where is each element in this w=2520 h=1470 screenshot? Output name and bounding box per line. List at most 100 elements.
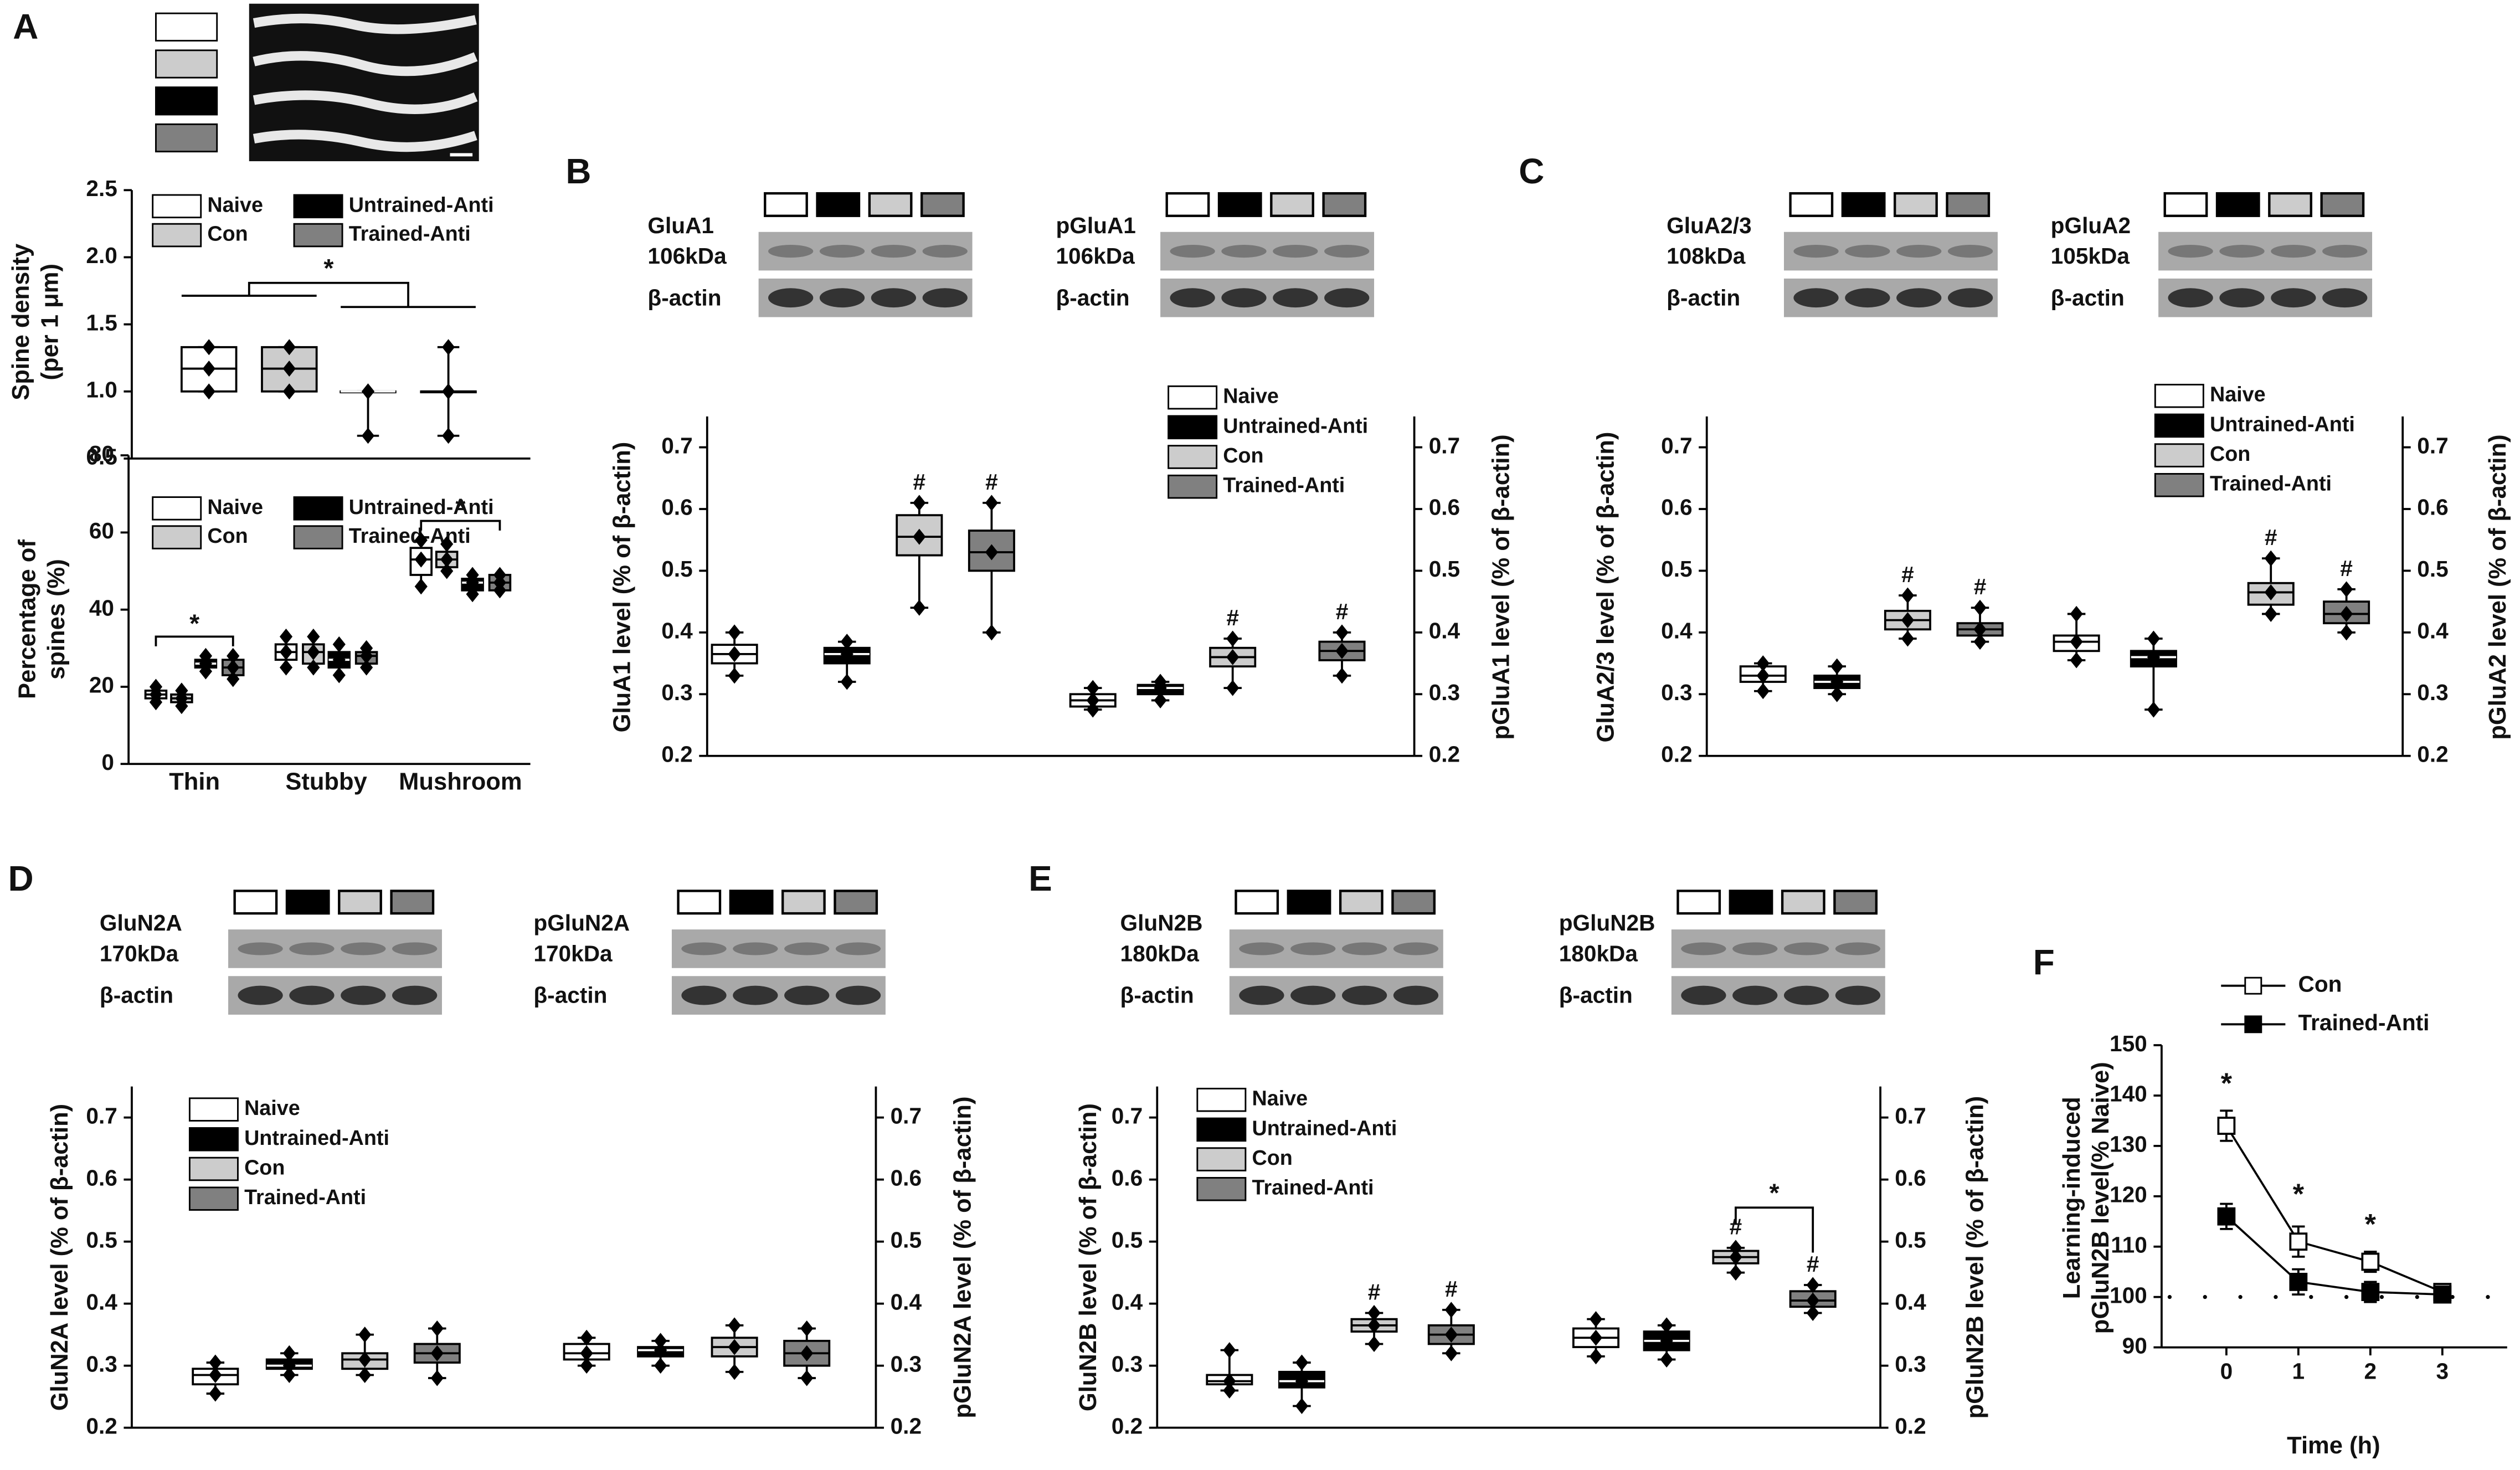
point <box>199 647 213 664</box>
point <box>1973 634 1987 650</box>
point <box>1226 680 1240 696</box>
significance: # <box>1445 1276 1458 1302</box>
blot-label: GluA1 <box>647 213 714 238</box>
blot-label: pGluA2 <box>2051 213 2131 238</box>
legend-swatch <box>188 1097 239 1122</box>
lane-swatch <box>1217 192 1262 217</box>
tick-label: 110 <box>2111 1232 2147 1257</box>
point <box>985 495 999 511</box>
tick-label: 0.6 <box>1895 1165 1926 1190</box>
y-axis-label: GluN2B level (% of β-actin) <box>1075 1103 1102 1411</box>
band-target <box>1221 244 1267 258</box>
legend-swatch <box>188 1127 239 1152</box>
legend-label: Naive <box>2210 383 2266 406</box>
band-target <box>1170 244 1215 258</box>
band-target <box>733 942 778 955</box>
band-target <box>2322 244 2368 258</box>
y2-axis-label: pGluA1 level (% of β-actin) <box>1488 434 1515 739</box>
point <box>800 1345 814 1361</box>
lane-swatch <box>1339 890 1384 915</box>
lane-swatch <box>338 890 382 915</box>
tick-label: 0.6 <box>1429 495 1460 520</box>
blot-label: 106kDa <box>1056 243 1135 269</box>
band-actin <box>768 288 814 308</box>
tick-label: 0.4 <box>2417 618 2449 644</box>
tick-label: 0 <box>101 749 114 775</box>
y-axis-label: pGluN2B level(% Naive) <box>2087 1062 2114 1334</box>
tick-label: 0.3 <box>86 1351 117 1376</box>
tick-label: 0.4 <box>86 1289 117 1314</box>
point <box>1830 686 1844 702</box>
tick-label: 0.4 <box>661 618 693 644</box>
tick-label: 2.0 <box>86 243 117 268</box>
point <box>1295 1354 1309 1371</box>
legend-label: Trained-Anti <box>244 1185 366 1209</box>
band-actin <box>1835 985 1881 1005</box>
band-target <box>1793 244 1839 258</box>
blot-label: β-actin <box>2051 285 2125 310</box>
y-axis-label: (per 1 μm) <box>37 264 63 380</box>
legend-swatch <box>1196 1087 1247 1112</box>
band-target <box>2219 244 2265 258</box>
box <box>409 547 433 576</box>
band-actin <box>784 985 830 1005</box>
x-tick-label: Thin <box>169 769 220 795</box>
tick-label: 0.2 <box>1429 741 1460 767</box>
legend-swatch <box>293 194 343 219</box>
band-actin <box>341 985 386 1005</box>
lane-swatch <box>1789 192 1834 217</box>
significance: # <box>2265 525 2277 550</box>
blot-label: GluN2B <box>1120 910 1203 936</box>
bracket <box>1735 1206 1814 1253</box>
band-target <box>819 244 865 258</box>
band-target <box>1273 244 1318 258</box>
lane-swatch <box>233 890 278 915</box>
band-actin <box>392 985 438 1005</box>
blot-label: β-actin <box>1667 285 1740 310</box>
tick-label: 60 <box>89 518 114 543</box>
blot-label: 105kDa <box>2051 243 2130 269</box>
y2-axis-label: pGluN2B level (% of β-actin) <box>1962 1096 1989 1419</box>
lane-swatch <box>1729 890 1773 915</box>
point <box>2147 649 2160 665</box>
lane-swatch <box>390 890 435 915</box>
point <box>493 567 507 583</box>
legend-label: Naive <box>1223 384 1279 408</box>
tick-label: 0.5 <box>1661 556 1692 582</box>
band-actin <box>1324 288 1370 308</box>
tick-label: 0.2 <box>891 1413 922 1438</box>
lane-swatch <box>868 192 913 217</box>
band-target <box>1845 244 1890 258</box>
point <box>913 495 926 511</box>
blot-label: GluN2A <box>100 910 182 936</box>
significance: # <box>1336 599 1349 624</box>
legend-label: Untrained-Anti <box>244 1126 389 1149</box>
band-actin <box>922 288 968 308</box>
tick-label: 0.5 <box>1895 1227 1926 1252</box>
point <box>466 567 479 583</box>
band-target <box>1835 942 1881 955</box>
lane-swatch <box>1322 192 1367 217</box>
point <box>580 1345 593 1361</box>
legend-label: Con <box>207 524 248 547</box>
panel-letter: A <box>13 7 38 47</box>
point <box>282 339 296 356</box>
x-tick-label: Mushroom <box>399 769 522 795</box>
legend-swatch <box>152 223 202 248</box>
significance: # <box>1807 1251 1819 1277</box>
band-actin <box>289 985 335 1005</box>
blot-label: 180kDa <box>1559 940 1638 966</box>
point <box>2070 652 2083 669</box>
band-target <box>1732 942 1778 955</box>
tick-label: 0.3 <box>1895 1351 1926 1376</box>
point <box>913 528 926 545</box>
legend-swatch <box>1196 1117 1247 1142</box>
point <box>414 532 428 548</box>
point <box>1223 1382 1236 1399</box>
band-target <box>289 942 335 955</box>
band-target <box>922 244 968 258</box>
tick-label: 0 <box>2220 1359 2233 1384</box>
x-tick-label: Stubby <box>285 769 367 795</box>
point <box>1086 680 1099 696</box>
tick-label: 0.2 <box>1661 741 1692 767</box>
